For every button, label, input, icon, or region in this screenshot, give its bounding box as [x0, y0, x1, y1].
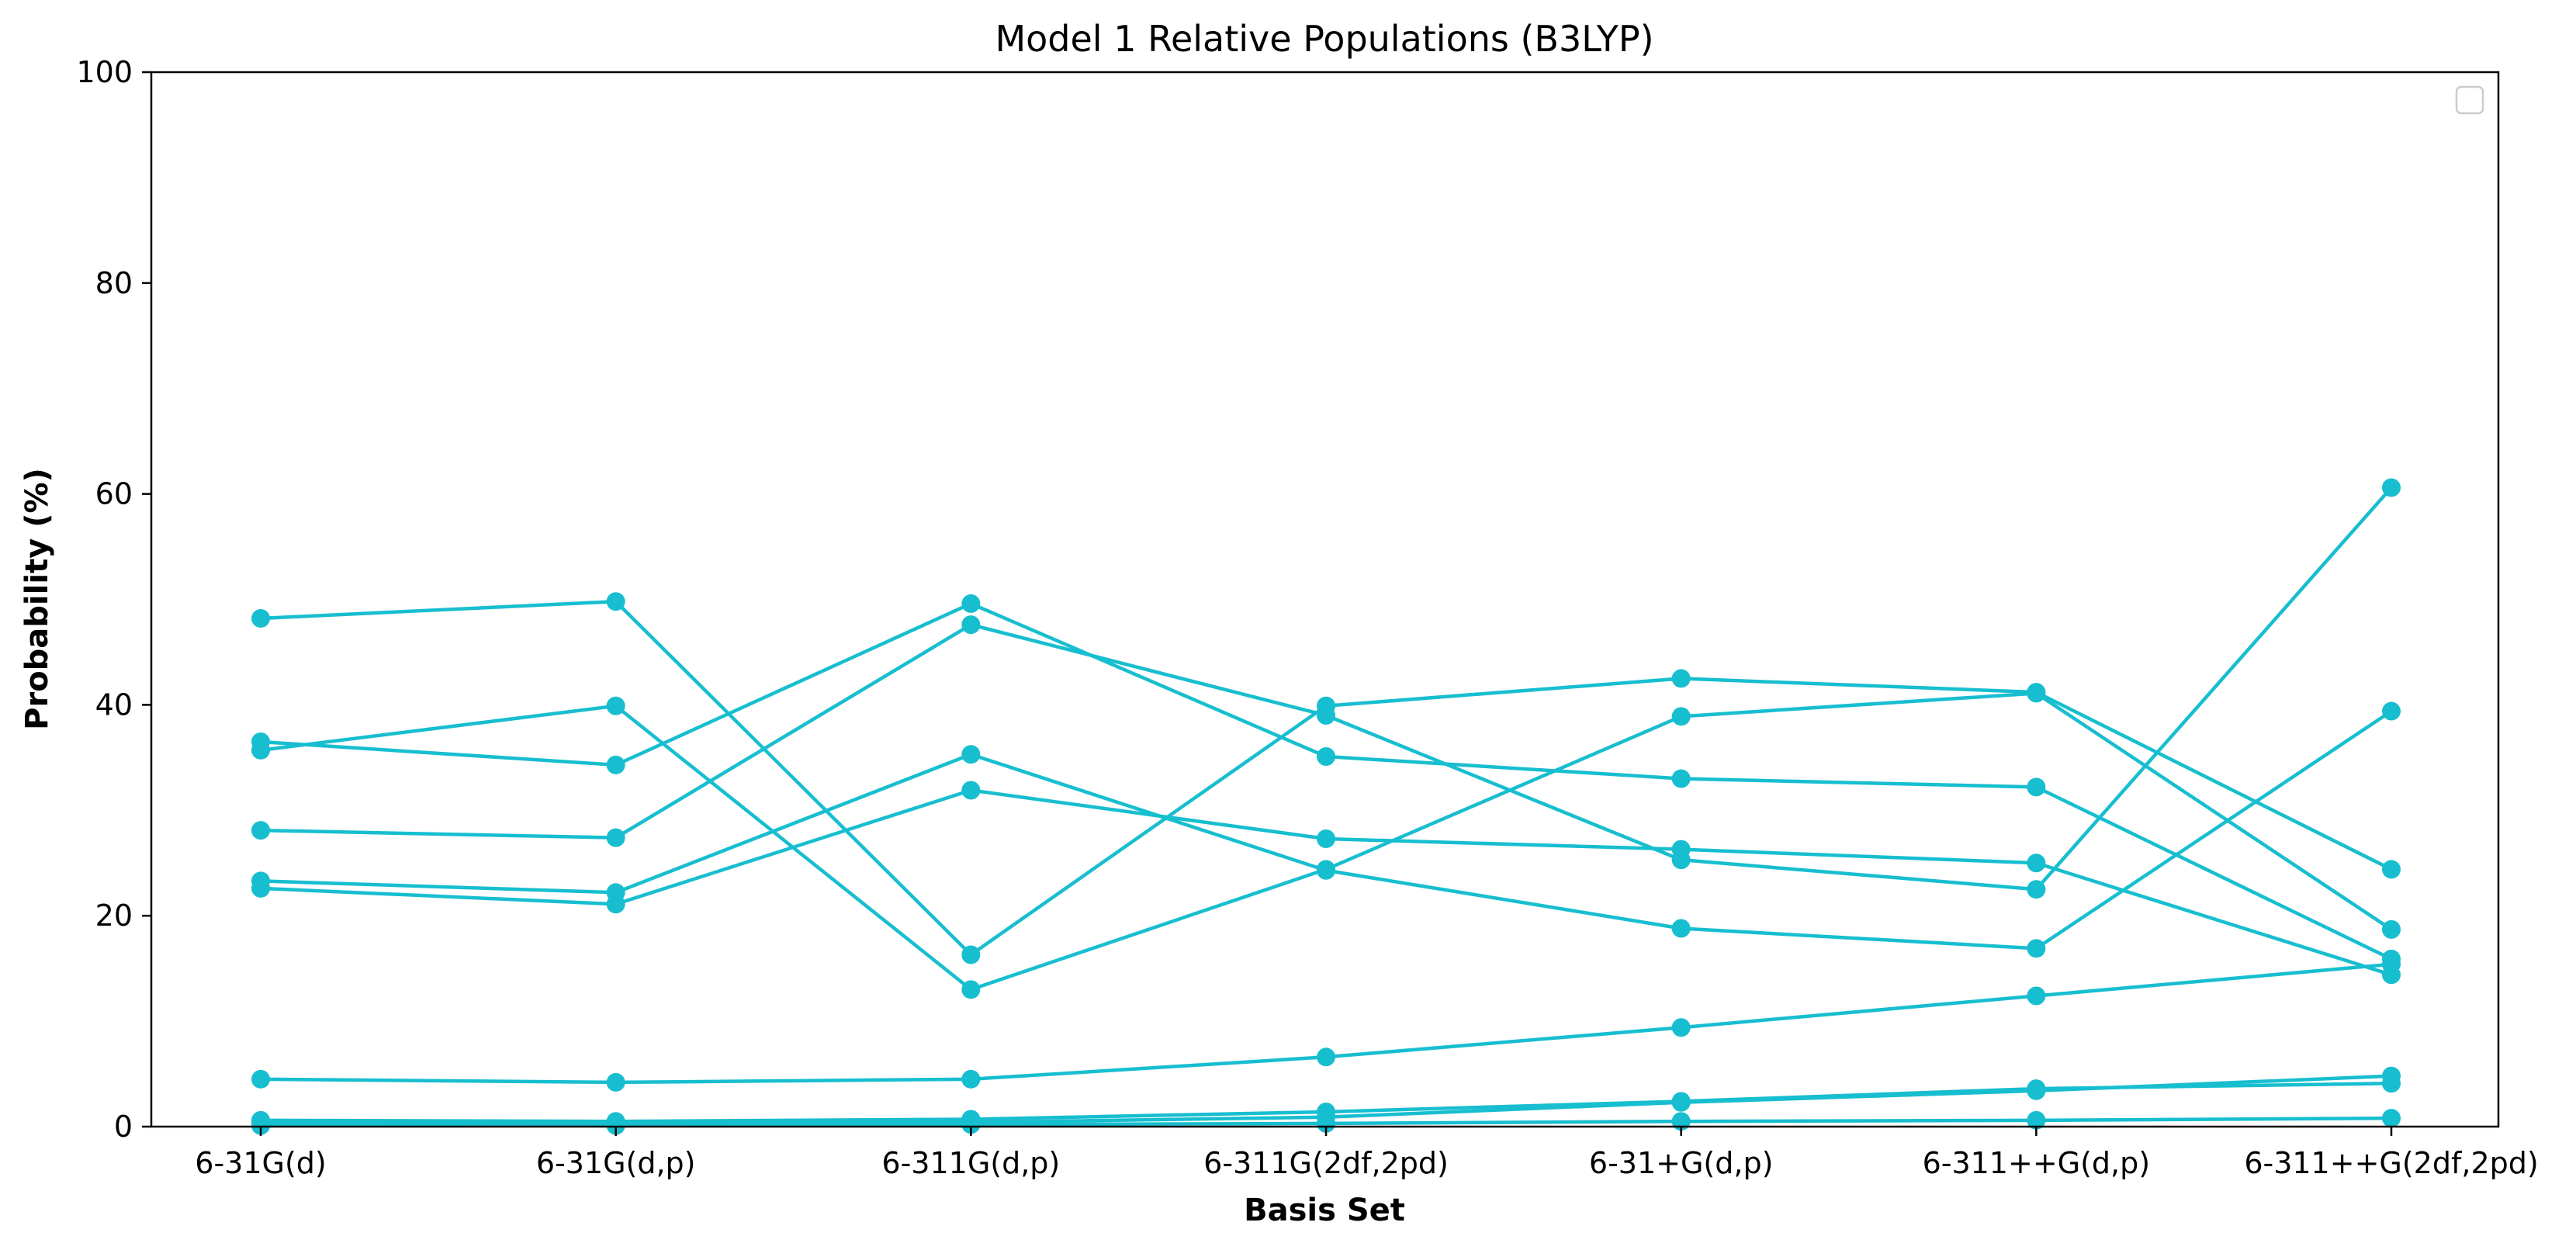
data-point — [2382, 919, 2401, 939]
data-point — [251, 740, 270, 760]
data-point — [606, 755, 625, 774]
data-point — [2027, 777, 2046, 797]
data-point — [961, 945, 981, 964]
data-point — [2382, 954, 2401, 974]
data-point — [961, 1115, 981, 1134]
data-point — [1317, 829, 1335, 848]
x-tick-label: 6-311++G(d,p) — [1923, 1146, 2151, 1180]
y-tick-label: 80 — [95, 266, 133, 300]
y-tick-label: 60 — [95, 477, 133, 511]
data-point — [1671, 840, 1691, 859]
y-tick-label: 0 — [114, 1110, 133, 1144]
data-point — [2027, 684, 2046, 703]
data-point — [2382, 1066, 2401, 1086]
data-point — [1317, 1113, 1335, 1133]
y-axis: 0 20 40 60 80 100 — [76, 55, 151, 1144]
data-point — [2382, 860, 2401, 879]
data-point — [606, 828, 625, 847]
series-7 — [251, 954, 2401, 1092]
data-point — [606, 1116, 625, 1135]
series-group — [251, 478, 2401, 1135]
series-6 — [251, 781, 2401, 985]
x-tick-label: 6-311++G(2df,2pd) — [2244, 1146, 2538, 1180]
data-point — [606, 1072, 625, 1092]
series-2 — [251, 594, 2401, 968]
data-point — [251, 878, 270, 898]
data-point — [2382, 701, 2401, 721]
series-5 — [251, 701, 2401, 958]
x-tick-label: 6-31+G(d,p) — [1589, 1146, 1774, 1180]
data-point — [1671, 1092, 1691, 1112]
data-point — [2027, 1110, 2046, 1130]
data-point — [1671, 919, 1691, 938]
series-1 — [251, 592, 2401, 964]
plot-area — [150, 71, 2500, 1135]
x-tick-label: 6-311G(d,p) — [881, 1146, 1060, 1180]
data-point — [961, 745, 981, 764]
data-point — [961, 781, 981, 800]
data-point — [251, 1116, 270, 1135]
series-line — [260, 486, 2393, 892]
series-line — [260, 601, 2392, 961]
x-tick-label: 6-31G(d) — [195, 1146, 326, 1180]
data-point — [251, 1069, 270, 1089]
y-axis-label: Probability (%) — [19, 468, 55, 730]
x-axis-label: Basis Set — [1244, 1193, 1405, 1228]
data-point — [1317, 705, 1335, 725]
data-point — [961, 1069, 981, 1089]
data-point — [2027, 854, 2046, 873]
series-10 — [251, 1109, 2401, 1135]
y-tick-label: 20 — [95, 899, 133, 933]
data-point — [2382, 478, 2401, 497]
data-point — [1317, 860, 1335, 880]
data-point — [1671, 769, 1691, 788]
y-tick-label: 40 — [95, 687, 133, 722]
data-point — [2027, 880, 2046, 899]
data-point — [1317, 1047, 1335, 1067]
data-point — [606, 592, 625, 611]
data-point — [961, 615, 981, 635]
plot-frame — [150, 71, 2500, 1128]
chart-title: Model 1 Relative Populations (B3LYP) — [995, 18, 1653, 60]
data-point — [2027, 1081, 2046, 1100]
data-point — [1317, 746, 1335, 766]
x-tick-label: 6-311G(2df,2pd) — [1203, 1146, 1449, 1180]
data-point — [2027, 939, 2046, 958]
x-tick-label: 6-31G(d,p) — [536, 1146, 696, 1180]
data-point — [2382, 1109, 2401, 1128]
data-point — [606, 895, 625, 914]
data-point — [251, 608, 270, 628]
data-point — [961, 594, 981, 613]
x-axis: 6-31G(d) 6-31G(d,p) 6-311G(d,p) 6-311G(2df,… — [195, 1127, 2539, 1180]
y-tick-label: 100 — [76, 55, 133, 89]
series-line — [260, 788, 2392, 977]
data-point — [1671, 669, 1691, 688]
data-point — [251, 821, 270, 840]
legend-box — [2455, 85, 2484, 115]
data-point — [606, 696, 625, 715]
data-point — [2027, 986, 2046, 1006]
data-point — [1671, 1018, 1691, 1037]
data-point — [1671, 707, 1691, 726]
data-point — [961, 980, 981, 999]
